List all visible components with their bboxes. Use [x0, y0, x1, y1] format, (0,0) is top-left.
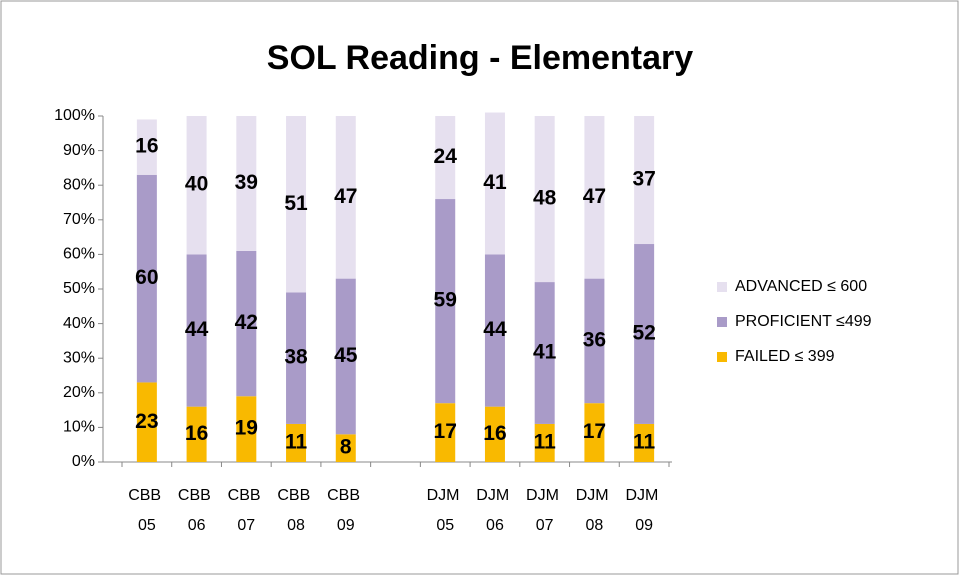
bar-segment: [634, 116, 655, 245]
x-tick-label: DJM 05: [427, 487, 464, 534]
data-label: 23: [135, 410, 158, 433]
data-label: 45: [334, 344, 358, 367]
bar-segment: [186, 116, 207, 255]
data-label: 52: [632, 322, 655, 345]
bar-segment: [584, 278, 605, 404]
bar-segment: [435, 116, 456, 200]
bar-segment: [136, 174, 157, 383]
x-tick-label: CBB 07: [228, 487, 265, 534]
data-label: 17: [583, 420, 606, 443]
y-tick-label: 50%: [63, 280, 95, 297]
data-label: 36: [583, 328, 606, 351]
data-label: 41: [483, 171, 507, 194]
x-tick-label: CBB 09: [327, 487, 364, 534]
bar-segment: [136, 119, 157, 175]
bar-segment: [236, 250, 257, 397]
data-label: 39: [235, 171, 258, 194]
legend-swatch: [717, 317, 727, 327]
bar-segment: [484, 112, 505, 255]
chart-title: SOL Reading - Elementary: [267, 39, 693, 77]
x-tick-label: DJM 09: [625, 487, 662, 534]
legend-swatch: [717, 352, 727, 362]
data-label: 11: [534, 431, 557, 454]
y-tick-label: 70%: [63, 211, 95, 228]
bar-segment: [534, 423, 555, 462]
data-label: 60: [135, 266, 158, 289]
y-tick-label: 10%: [63, 419, 95, 436]
x-tick-label: CBB 08: [277, 487, 314, 534]
legend-swatch: [717, 282, 727, 292]
bar-segment: [634, 244, 655, 424]
legend-label: ADVANCED ≤ 600: [735, 278, 867, 295]
data-label: 44: [185, 318, 209, 341]
y-tick-label: 0%: [72, 453, 95, 470]
x-tick-label: DJM 06: [476, 487, 513, 534]
x-tick-label: DJM 07: [526, 487, 563, 534]
data-label: 11: [285, 431, 308, 454]
bar-segment: [286, 423, 307, 462]
x-tick-label: CBB 06: [178, 487, 215, 534]
data-label: 44: [483, 318, 507, 341]
bar-segment: [634, 423, 655, 462]
data-label: 37: [632, 168, 655, 191]
y-tick-label: 80%: [63, 176, 95, 193]
legend-label: PROFICIENT ≤499: [735, 313, 872, 330]
bar-segment: [335, 434, 356, 462]
bar-segment: [484, 254, 505, 407]
data-label: 17: [434, 420, 457, 443]
bar-segment: [186, 406, 207, 462]
data-label: 19: [235, 417, 258, 440]
y-tick-label: 100%: [54, 107, 95, 124]
bar-segment: [186, 254, 207, 407]
data-label: 16: [185, 422, 208, 445]
data-label: 16: [135, 135, 158, 158]
bar-segment: [584, 116, 605, 279]
legend-label: FAILED ≤ 399: [735, 348, 835, 365]
y-tick-label: 40%: [63, 315, 95, 332]
y-tick-label: 90%: [63, 142, 95, 159]
x-tick-label: CBB 05: [128, 487, 165, 534]
bar-segment: [534, 116, 555, 283]
bar-segment: [236, 116, 257, 251]
data-label: 40: [185, 173, 208, 196]
data-label: 51: [284, 192, 308, 215]
data-label: 24: [434, 145, 458, 168]
bar-segment: [286, 116, 307, 293]
bar-segment: [584, 403, 605, 462]
data-label: 47: [583, 185, 606, 208]
data-label: 38: [284, 346, 308, 369]
bar-segment: [136, 382, 157, 462]
data-label: 11: [633, 431, 656, 454]
data-label: 42: [235, 311, 258, 334]
data-label: 59: [434, 289, 457, 312]
bar-segment: [335, 278, 356, 435]
x-tick-label: DJM 08: [576, 487, 613, 534]
y-tick-label: 20%: [63, 384, 95, 401]
bar-segment: [484, 406, 505, 462]
data-label: 47: [334, 185, 357, 208]
bar-segment: [435, 403, 456, 462]
bar-segment: [236, 396, 257, 462]
data-label: 41: [533, 341, 557, 364]
bar-segment: [534, 282, 555, 424]
bar-segment: [286, 292, 307, 424]
data-label: 16: [483, 422, 506, 445]
bar-segment: [435, 199, 456, 404]
y-tick-label: 30%: [63, 349, 95, 366]
data-label: 8: [340, 436, 352, 459]
y-tick-label: 60%: [63, 246, 95, 263]
bar-segment: [335, 116, 356, 279]
data-label: 48: [533, 187, 557, 210]
